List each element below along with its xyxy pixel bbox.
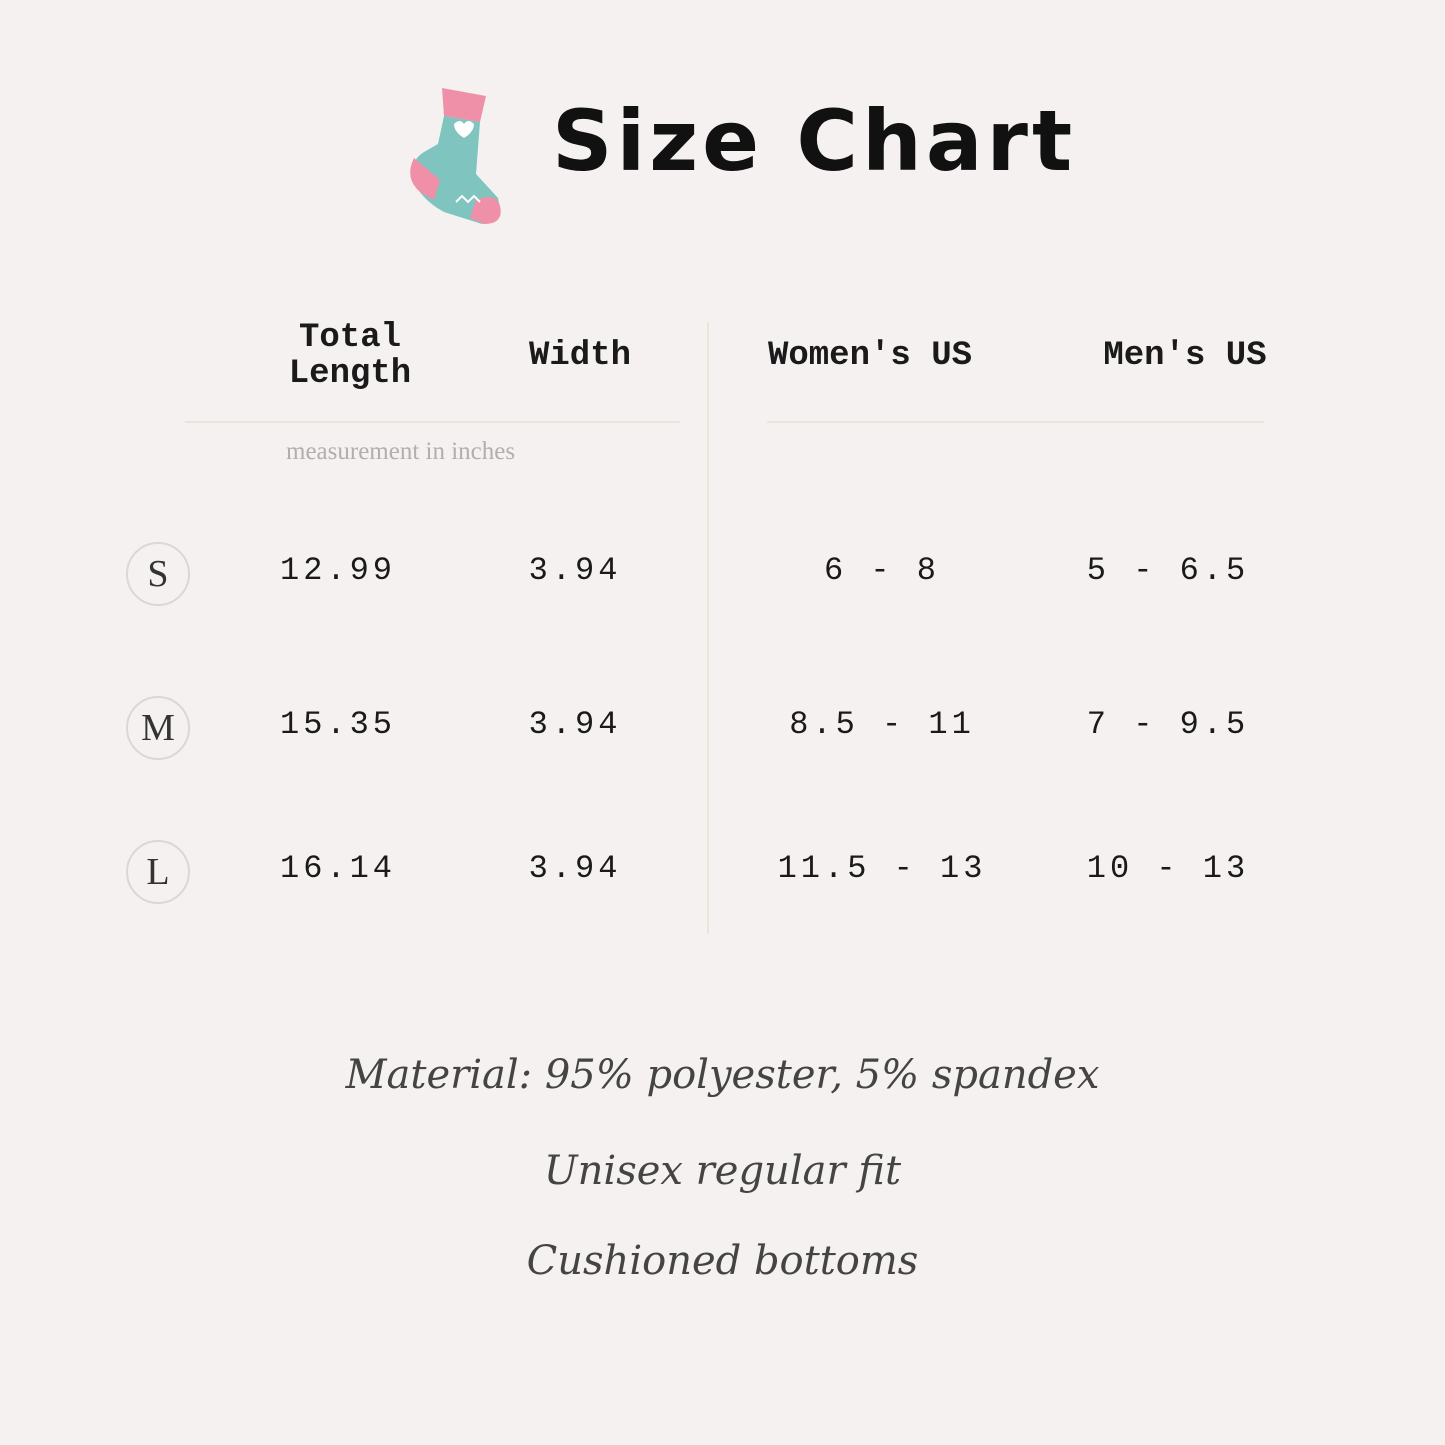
size-badge: S (126, 542, 190, 606)
footer-line: Material: 95% polyester, 5% spandex (345, 1052, 1100, 1098)
cell-mens: 10 - 13 (1086, 850, 1250, 887)
cell-length: 12.99 (279, 552, 396, 589)
divider (185, 421, 680, 423)
cell-width: 3.94 (528, 706, 622, 743)
size-badge: L (126, 840, 190, 904)
page-title: Size Chart (552, 92, 1077, 190)
size-badge: M (126, 696, 190, 760)
unit-note: measurement in inches (286, 438, 516, 465)
header-womens-us: Women's US (767, 337, 973, 375)
header-mens-us: Men's US (1103, 337, 1267, 375)
header-width: Width (528, 337, 632, 375)
divider (767, 421, 1264, 423)
cell-womens: 6 - 8 (823, 552, 940, 589)
cell-mens: 5 - 6.5 (1086, 552, 1250, 589)
header-line: Total (298, 319, 402, 357)
footer-line: Cushioned bottoms (526, 1238, 919, 1284)
footer-line: Unisex regular fit (543, 1148, 902, 1194)
cell-width: 3.94 (528, 850, 622, 887)
cell-length: 16.14 (279, 850, 396, 887)
cell-width: 3.94 (528, 552, 622, 589)
column-divider (707, 322, 709, 934)
sock-icon (410, 88, 501, 224)
cell-womens: 11.5 - 13 (777, 850, 987, 887)
cell-length: 15.35 (279, 706, 396, 743)
cell-womens: 8.5 - 11 (789, 706, 975, 743)
header-line: Length (288, 355, 412, 393)
header-total-length: Total Length (250, 320, 450, 392)
cell-mens: 7 - 9.5 (1086, 706, 1250, 743)
